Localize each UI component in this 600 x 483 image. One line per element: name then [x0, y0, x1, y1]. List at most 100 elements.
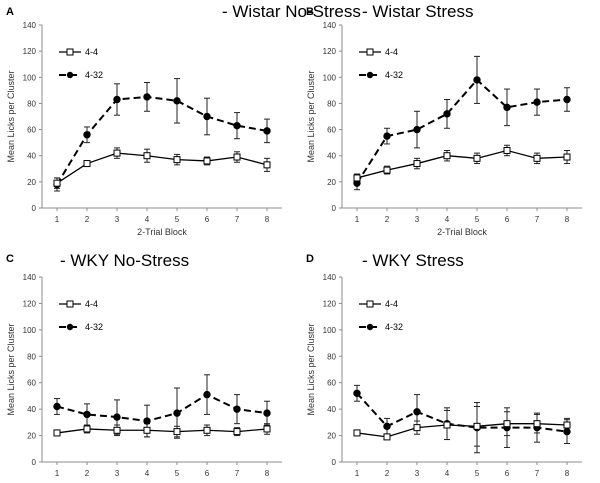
panel-d-legend-4-4-label: 4-4 — [385, 299, 398, 309]
panel-c-legend-4-4-swatch-marker — [66, 300, 74, 308]
panel-d: D - WKY Stress 0 20 40 60 80 100 120 140 1 2 3 4 5 6 7 8 M… — [306, 251, 582, 478]
panel-a-series-4-32-point — [263, 127, 271, 135]
panel-d-series-4-32-point — [353, 389, 361, 397]
panel-c-series-4-4-point — [203, 426, 211, 434]
panel-a-legend-4-32-label: 4-32 — [85, 70, 103, 80]
panel-c-x-tick-label: 7 — [235, 469, 240, 478]
panel-b-series-4-32-point — [503, 103, 511, 112]
panel-b-x-tick-label: 8 — [565, 215, 570, 224]
panel-c-series-4-4-point — [263, 425, 271, 433]
panel-b-series-4-32-point — [473, 76, 481, 84]
panel-c-series-4-32-point — [53, 402, 61, 411]
panel-b-x-tick-label: 5 — [475, 215, 480, 224]
panel-d-x-tick-label: 8 — [565, 469, 570, 478]
panel-a-series-4-4-point — [203, 157, 211, 165]
panel-c-series-4-32-point — [233, 405, 241, 413]
panel-a-legend-4-32-swatch-marker — [66, 71, 74, 79]
panel-d-series-4-4-point — [473, 422, 481, 430]
panel-c-series-4-4-point — [143, 426, 151, 434]
panel-a-series-4-32-point — [83, 131, 91, 139]
panel-b-x-tick-label: 4 — [445, 215, 450, 224]
panel-b-series-4-32-line — [356, 78, 568, 184]
panel-c-series-4-4-point — [233, 428, 241, 436]
panel-c-x-tick-label: 2 — [85, 469, 90, 478]
panel-b-y-tick-label: 40 — [327, 152, 336, 161]
panel-a-series-4-4-point — [233, 153, 241, 161]
panel-b-legend-4-32-swatch-marker — [366, 71, 374, 79]
panel-b-series-4-4-point — [353, 174, 361, 182]
panel-c-y-tick-label: 20 — [27, 432, 36, 441]
panel-a-y-tick-label: 60 — [27, 126, 36, 135]
panel-c-series-4-32-line — [56, 393, 268, 423]
panel-d-legend-4-32-swatch-marker — [366, 323, 374, 331]
panel-c-y-tick-label: 100 — [23, 326, 37, 335]
panel-d-y-tick-label: 120 — [323, 299, 337, 308]
panel-a-x-tick-label: 6 — [205, 215, 210, 224]
panel-d-title: - WKY Stress — [362, 251, 464, 270]
panel-a-series-4-32-point — [203, 112, 211, 121]
panel-a-x-tick-label: 5 — [175, 215, 180, 224]
panel-b-series-4-32-point — [533, 98, 541, 106]
panel-b-title: - Wistar Stress — [362, 2, 473, 21]
panel-a-y-tick-label: 40 — [27, 152, 36, 161]
panel-b-y-tick-label: 120 — [323, 47, 337, 56]
panel-a-series-4-32-point — [173, 97, 181, 105]
panel-d-series-4-4-point — [563, 421, 571, 429]
panel-b: B - Wistar Stress 0 20 40 60 80 100 120 140 1 2 3 4 5 6… — [306, 2, 582, 237]
panel-d-x-tick-label: 3 — [415, 469, 420, 478]
panel-c-series-4-32-point — [173, 409, 181, 417]
panel-c-y-tick-label: 140 — [23, 273, 37, 282]
panel-b-x-tick-label: 2 — [385, 215, 390, 224]
panel-a-series-4-4-point — [143, 152, 151, 160]
panel-d-y-tick-label: 100 — [323, 326, 337, 335]
panel-d-series-4-4-point — [413, 424, 421, 432]
panel-d-series-4-4-point — [533, 420, 541, 428]
panel-b-y-tick-label: 20 — [327, 178, 336, 187]
panel-a-y-tick-label: 120 — [23, 47, 37, 56]
panel-a-series-4-32-point — [143, 93, 151, 101]
panel-d-y-tick-label: 60 — [327, 379, 336, 388]
panel-b-series-4-4-point — [413, 160, 421, 168]
panel-c-series-4-4-line — [56, 428, 268, 434]
panel-c-y-tick-label: 80 — [27, 352, 36, 361]
panel-c-x-tick-label: 3 — [115, 469, 120, 478]
panel-b-series-4-4-line — [356, 149, 568, 179]
panel-d-series-4-4-line — [356, 423, 568, 438]
panel-d-x-tick-label: 2 — [385, 469, 390, 478]
panel-d-legend-4-4-swatch-marker — [366, 300, 374, 308]
panel-a-legend-4-4-label: 4-4 — [85, 47, 98, 57]
panel-a-title: - Wistar No-Stress — [222, 2, 361, 21]
panel-a-series-4-4-point — [53, 179, 61, 187]
panel-b-x-tick-label: 6 — [505, 215, 510, 224]
panel-b-y-tick-label: 0 — [332, 204, 337, 213]
panel-c-x-tick-label: 1 — [55, 469, 60, 478]
panel-d-y-tick-label: 80 — [327, 352, 336, 361]
panel-a-x-tick-label: 2 — [85, 215, 90, 224]
panel-c-letter: C — [6, 253, 14, 265]
panel-c-series-4-4-point — [83, 425, 91, 433]
panel-d-series-4-32-point — [413, 408, 421, 416]
panel-a-x-tick-label: 3 — [115, 215, 120, 224]
panel-d-y-tick-label: 140 — [323, 273, 337, 282]
panel-c-series-4-32-point — [263, 409, 271, 417]
panel-a-legend-4-4-swatch-marker — [66, 48, 74, 56]
panel-b-legend-4-32-label: 4-32 — [385, 70, 403, 80]
panel-b-y-axis-label: Mean Licks per Cluster — [306, 70, 316, 162]
panel-b-series-4-4-point — [533, 154, 541, 162]
panel-c-x-tick-label: 8 — [265, 469, 270, 478]
panel-a-series-4-4-point — [173, 156, 181, 164]
panel-c-series-4-4-point — [173, 428, 181, 436]
panel-b-series-4-4-point — [503, 146, 511, 154]
panel-a-x-tick-label: 4 — [145, 215, 150, 224]
panel-d-series-4-4-point — [353, 429, 361, 437]
panel-b-series-4-4-point — [473, 154, 481, 162]
panel-a-series-4-32-point — [113, 95, 121, 104]
panel-a-y-tick-label: 140 — [23, 21, 37, 30]
panel-a-y-axis-label: Mean Licks per Cluster — [6, 70, 16, 162]
panel-a-y-tick-label: 20 — [27, 178, 36, 187]
panel-b-legend-4-4-label: 4-4 — [385, 47, 398, 57]
panel-a-series-4-4-line — [56, 152, 268, 184]
panel-c-series-4-32-point — [113, 413, 121, 421]
panel-d-x-tick-label: 7 — [535, 469, 540, 478]
